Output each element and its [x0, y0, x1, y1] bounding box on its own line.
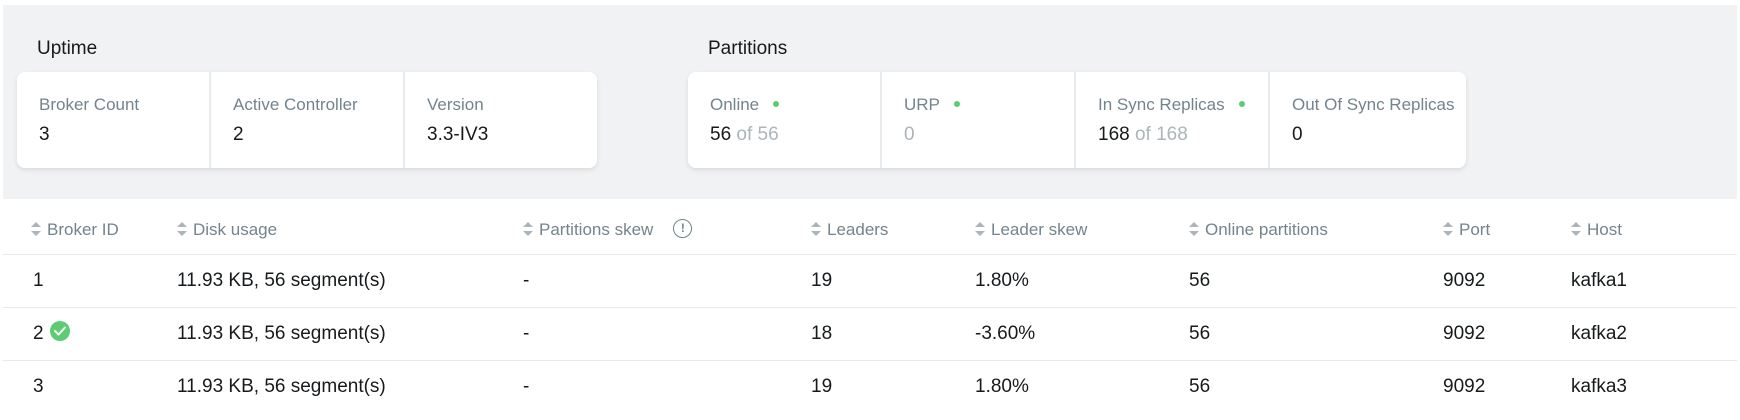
host-cell: kafka1 [1567, 254, 1737, 308]
sort-icon[interactable] [1443, 222, 1453, 237]
table-header-row: Broker ID Disk usage Partitions skew! Le… [3, 206, 1737, 255]
urp-value: 0 [904, 124, 915, 145]
sort-icon[interactable] [1571, 222, 1581, 237]
leaders-cell: 19 [811, 375, 833, 397]
sort-icon[interactable] [523, 222, 533, 237]
active-controller-value: 2 [233, 124, 244, 145]
leader-skew-cell: 1.80% [975, 375, 1029, 397]
version-card: Version 3.3-IV3 [405, 72, 597, 168]
table-row[interactable]: 3 11.93 KB, 56 segment(s) - 19 1.80% 56 … [3, 360, 1737, 413]
port-cell: 9092 [1439, 254, 1567, 308]
leader-skew-cell: -3.60% [971, 307, 1185, 361]
partitions-skew-cell: - [519, 254, 809, 308]
column-header-partitions-skew[interactable]: Partitions skew! [519, 206, 809, 255]
broker-count-value: 3 [39, 124, 50, 145]
status-dot-icon [773, 100, 780, 107]
partitions-skew-cell: - [523, 375, 530, 397]
column-header-online-partitions[interactable]: Online partitions [1185, 206, 1439, 255]
uptime-title: Uptime [37, 38, 98, 59]
table-row[interactable]: 1 11.93 KB, 56 segment(s) - 19 1.80% 56 … [3, 254, 1737, 308]
status-dot-icon [953, 100, 960, 107]
in-sync-replicas-value: 168 of 168 [1098, 124, 1188, 145]
leaders-cell: 18 [809, 307, 971, 361]
host-cell: kafka3 [1571, 375, 1627, 397]
broker-id-cell[interactable]: 3 [33, 375, 44, 397]
active-controller-label: Active Controller [233, 95, 358, 114]
partitions-cards: Online 56 of 56 URP 0 In Sync Replicas 1… [688, 72, 1466, 168]
metrics-summary: Uptime Broker Count 3 Active Controller … [3, 5, 1737, 199]
leaders-cell: 19 [809, 254, 971, 308]
column-header-broker-id[interactable]: Broker ID [3, 206, 173, 255]
info-icon[interactable]: ! [673, 218, 693, 238]
uptime-cards: Broker Count 3 Active Controller 2 Versi… [17, 72, 597, 168]
leader-skew-cell: 1.80% [971, 254, 1185, 308]
version-label: Version [427, 95, 484, 114]
sort-icon[interactable] [1189, 222, 1199, 237]
port-cell: 9092 [1443, 375, 1486, 397]
sort-icon[interactable] [31, 222, 41, 237]
out-of-sync-replicas-label: Out Of Sync Replicas [1292, 95, 1455, 114]
sort-icon[interactable] [975, 222, 985, 237]
urp-card: URP 0 [882, 72, 1076, 168]
partitions-title: Partitions [708, 38, 788, 59]
online-card: Online 56 of 56 [688, 72, 882, 168]
in-sync-replicas-card: In Sync Replicas 168 of 168 [1076, 72, 1270, 168]
disk-usage-cell: 11.93 KB, 56 segment(s) [173, 254, 519, 308]
brokers-table: Broker ID Disk usage Partitions skew! Le… [3, 206, 1737, 413]
port-cell: 9092 [1439, 307, 1567, 361]
sort-icon[interactable] [177, 222, 187, 237]
column-header-leader-skew[interactable]: Leader skew [971, 206, 1185, 255]
out-of-sync-replicas-card: Out Of Sync Replicas 0 [1270, 72, 1466, 168]
broker-id-cell[interactable]: 1 [3, 254, 173, 308]
broker-count-label: Broker Count [39, 95, 140, 114]
active-controller-card: Active Controller 2 [211, 72, 405, 168]
online-partitions-cell: 56 [1189, 375, 1211, 397]
column-header-disk-usage[interactable]: Disk usage [173, 206, 519, 255]
host-cell: kafka2 [1567, 307, 1737, 361]
broker-count-card: Broker Count 3 [17, 72, 211, 168]
active-controller-check-icon [49, 321, 70, 342]
version-value: 3.3-IV3 [427, 124, 489, 145]
column-header-port[interactable]: Port [1439, 206, 1567, 255]
sort-icon[interactable] [811, 222, 821, 237]
online-value: 56 of 56 [710, 124, 779, 145]
status-dot-icon [1238, 100, 1245, 107]
table-row[interactable]: 2 11.93 KB, 56 segment(s) - 18 -3.60% 56… [3, 307, 1737, 361]
online-partitions-cell: 56 [1185, 307, 1439, 361]
out-of-sync-replicas-value: 0 [1292, 124, 1303, 145]
disk-usage-cell: 11.93 KB, 56 segment(s) [173, 307, 519, 361]
disk-usage-cell: 11.93 KB, 56 segment(s) [177, 375, 386, 397]
column-header-host[interactable]: Host [1567, 206, 1737, 255]
column-header-leaders[interactable]: Leaders [809, 206, 971, 255]
online-label: Online [710, 95, 780, 115]
partitions-skew-cell: - [519, 307, 809, 361]
urp-label: URP [904, 95, 960, 115]
online-partitions-cell: 56 [1185, 254, 1439, 308]
broker-id-cell[interactable]: 2 [3, 307, 173, 361]
in-sync-replicas-label: In Sync Replicas [1098, 95, 1245, 115]
